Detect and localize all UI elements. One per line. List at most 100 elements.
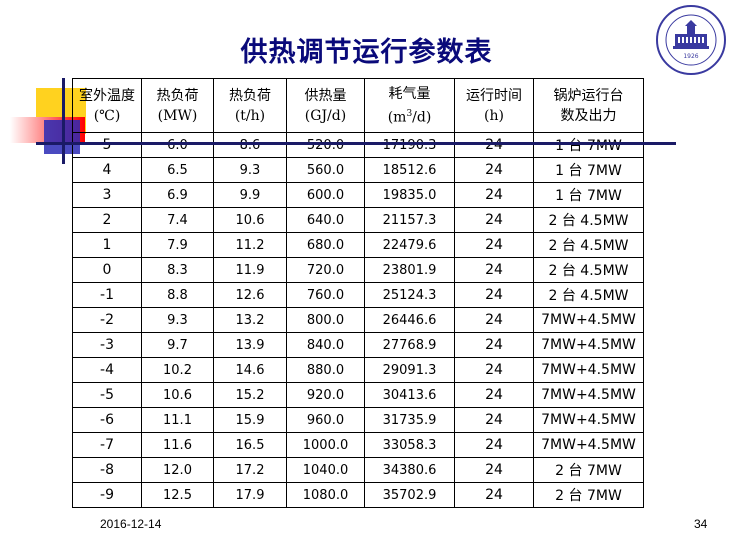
cell-boiler-count: 2 台 4.5MW <box>533 232 644 258</box>
cell-outdoor-temp: 1 <box>72 232 142 258</box>
cell-gas-consumption: 18512.6 <box>364 157 455 183</box>
cell-heat-supply: 720.0 <box>286 257 365 283</box>
cell-heat-load-mw: 8.3 <box>141 257 214 283</box>
cell-heat-load-th: 11.9 <box>213 257 287 283</box>
cell-boiler-count: 7MW+4.5MW <box>533 407 644 433</box>
cell-gas-consumption: 35702.9 <box>364 482 455 508</box>
cell-heat-supply: 840.0 <box>286 332 365 358</box>
cell-heat-supply: 760.0 <box>286 282 365 308</box>
cell-heat-load-th: 8.6 <box>213 132 287 158</box>
cell-outdoor-temp: -2 <box>72 307 142 333</box>
table-row: -4 10.2 14.6 880.0 29091.3 24 7MW+4.5MW <box>72 357 644 383</box>
cell-heat-load-mw: 6.9 <box>141 182 214 208</box>
header-heat-supply: 供热量 (GJ/d) <box>286 78 365 133</box>
table-row: 1 7.9 11.2 680.0 22479.6 24 2 台 4.5MW <box>72 232 644 258</box>
table-row: -8 12.0 17.2 1040.0 34380.6 24 2 台 7MW <box>72 457 644 483</box>
cell-heat-load-th: 10.6 <box>213 207 287 233</box>
cell-boiler-count: 2 台 7MW <box>533 457 644 483</box>
cell-outdoor-temp: 4 <box>72 157 142 183</box>
cell-heat-supply: 1080.0 <box>286 482 365 508</box>
cell-heat-supply: 600.0 <box>286 182 365 208</box>
cell-run-time: 24 <box>454 432 534 458</box>
decor-horizontal-line <box>36 142 676 145</box>
cell-heat-load-th: 13.2 <box>213 307 287 333</box>
cell-run-time: 24 <box>454 132 534 158</box>
cell-boiler-count: 7MW+4.5MW <box>533 307 644 333</box>
cell-heat-load-mw: 9.3 <box>141 307 214 333</box>
table-header-row: 室外温度 (℃) 热负荷 (MW) 热负荷 (t/h) 供热量 (GJ/d) 耗气量 (… <box>72 78 644 133</box>
cell-heat-load-mw: 7.9 <box>141 232 214 258</box>
cell-heat-load-mw: 7.4 <box>141 207 214 233</box>
cell-run-time: 24 <box>454 357 534 383</box>
cell-outdoor-temp: 5 <box>72 132 142 158</box>
cell-boiler-count: 7MW+4.5MW <box>533 357 644 383</box>
cell-heat-load-th: 15.2 <box>213 382 287 408</box>
footer-date: 2016-12-14 <box>100 517 162 531</box>
cell-boiler-count: 2 台 4.5MW <box>533 207 644 233</box>
cell-outdoor-temp: -5 <box>72 382 142 408</box>
cell-boiler-count: 1 台 7MW <box>533 132 644 158</box>
cell-gas-consumption: 21157.3 <box>364 207 455 233</box>
cell-heat-load-th: 16.5 <box>213 432 287 458</box>
cell-outdoor-temp: -9 <box>72 482 142 508</box>
cell-outdoor-temp: 3 <box>72 182 142 208</box>
cell-run-time: 24 <box>454 232 534 258</box>
table-row: -2 9.3 13.2 800.0 26446.6 24 7MW+4.5MW <box>72 307 644 333</box>
table-row: 5 6.0 8.6 520.0 17190.3 24 1 台 7MW <box>72 132 644 158</box>
cell-heat-load-mw: 11.6 <box>141 432 214 458</box>
cell-gas-consumption: 26446.6 <box>364 307 455 333</box>
cell-gas-consumption: 31735.9 <box>364 407 455 433</box>
cell-heat-supply: 560.0 <box>286 157 365 183</box>
cell-heat-load-mw: 12.5 <box>141 482 214 508</box>
cell-heat-load-mw: 6.0 <box>141 132 214 158</box>
table-row: 3 6.9 9.9 600.0 19835.0 24 1 台 7MW <box>72 182 644 208</box>
cell-heat-load-mw: 8.8 <box>141 282 214 308</box>
table-row: -1 8.8 12.6 760.0 25124.3 24 2 台 4.5MW <box>72 282 644 308</box>
cell-boiler-count: 2 台 4.5MW <box>533 282 644 308</box>
cell-heat-load-mw: 12.0 <box>141 457 214 483</box>
cell-heat-load-mw: 10.6 <box>141 382 214 408</box>
cell-boiler-count: 2 台 4.5MW <box>533 257 644 283</box>
cell-outdoor-temp: -7 <box>72 432 142 458</box>
cell-boiler-count: 1 台 7MW <box>533 157 644 183</box>
cell-outdoor-temp: 0 <box>72 257 142 283</box>
cell-heat-load-th: 9.9 <box>213 182 287 208</box>
header-run-time: 运行时间 (h) <box>454 78 534 133</box>
cell-heat-load-mw: 11.1 <box>141 407 214 433</box>
decor-vertical-line <box>62 78 65 164</box>
cell-gas-consumption: 34380.6 <box>364 457 455 483</box>
cell-heat-supply: 880.0 <box>286 357 365 383</box>
page-number: 34 <box>694 517 708 531</box>
cell-run-time: 24 <box>454 207 534 233</box>
cell-heat-load-th: 15.9 <box>213 407 287 433</box>
cell-outdoor-temp: -8 <box>72 457 142 483</box>
table-row: -6 11.1 15.9 960.0 31735.9 24 7MW+4.5MW <box>72 407 644 433</box>
cell-run-time: 24 <box>454 382 534 408</box>
cell-gas-consumption: 30413.6 <box>364 382 455 408</box>
cell-boiler-count: 7MW+4.5MW <box>533 332 644 358</box>
table-row: 2 7.4 10.6 640.0 21157.3 24 2 台 4.5MW <box>72 207 644 233</box>
cell-run-time: 24 <box>454 157 534 183</box>
university-seal-icon: 1926 <box>656 5 726 75</box>
cell-heat-load-th: 17.9 <box>213 482 287 508</box>
cell-boiler-count: 7MW+4.5MW <box>533 432 644 458</box>
cell-run-time: 24 <box>454 332 534 358</box>
cell-gas-consumption: 23801.9 <box>364 257 455 283</box>
cell-boiler-count: 2 台 7MW <box>533 482 644 508</box>
table-row: 0 8.3 11.9 720.0 23801.9 24 2 台 4.5MW <box>72 257 644 283</box>
cell-heat-load-mw: 6.5 <box>141 157 214 183</box>
cell-heat-load-mw: 10.2 <box>141 357 214 383</box>
cell-gas-consumption: 17190.3 <box>364 132 455 158</box>
cell-run-time: 24 <box>454 307 534 333</box>
cell-heat-load-th: 13.9 <box>213 332 287 358</box>
header-outdoor-temp: 室外温度 (℃) <box>72 78 142 133</box>
cell-heat-supply: 520.0 <box>286 132 365 158</box>
cell-outdoor-temp: -4 <box>72 357 142 383</box>
cell-gas-consumption: 33058.3 <box>364 432 455 458</box>
header-heat-load-mw: 热负荷 (MW) <box>141 78 214 133</box>
cell-heat-supply: 960.0 <box>286 407 365 433</box>
table-row: -9 12.5 17.9 1080.0 35702.9 24 2 台 7MW <box>72 482 644 508</box>
table-row: -5 10.6 15.2 920.0 30413.6 24 7MW+4.5MW <box>72 382 644 408</box>
cell-gas-consumption: 22479.6 <box>364 232 455 258</box>
cell-outdoor-temp: 2 <box>72 207 142 233</box>
